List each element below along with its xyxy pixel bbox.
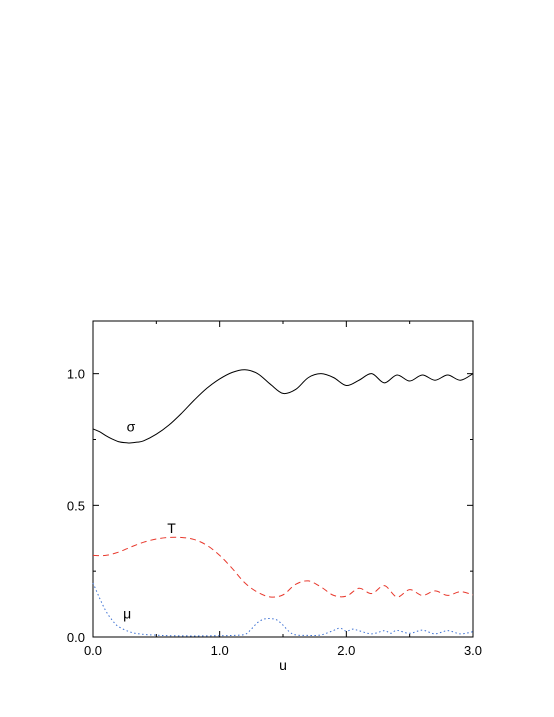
annotation-layer: σ Tμ: [123, 419, 176, 622]
plot-frame: [92, 320, 474, 638]
series-annotation-t: T: [167, 520, 176, 536]
y-tick-label: 0.5: [67, 498, 85, 513]
y-tick-label: 0.0: [67, 630, 85, 645]
x-tick-label: 1.0: [211, 643, 229, 658]
series-line-mu: [92, 582, 474, 637]
x-tick-label: 3.0: [464, 643, 482, 658]
series-annotation-mu: μ: [123, 606, 131, 622]
series-annotation-sigma: σ: [127, 419, 136, 435]
axis-ticks: 0.0 1.0 2.0 3.0 0.0 0.5 1.0: [67, 321, 482, 658]
x-tick-label: 2.0: [337, 643, 355, 658]
series-layer: [92, 369, 474, 637]
series-line-sigma: [92, 369, 474, 444]
x-axis-label: u: [279, 657, 287, 673]
x-tick-label: 0.0: [84, 643, 102, 658]
y-tick-label: 1.0: [67, 367, 85, 382]
series-line-t: [92, 536, 474, 598]
